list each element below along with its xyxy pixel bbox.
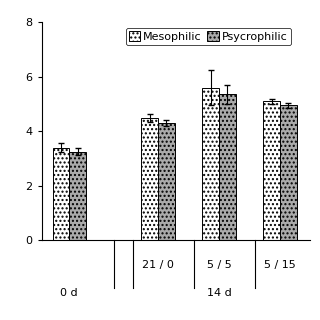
Bar <box>263 101 280 240</box>
Text: 14 d: 14 d <box>207 288 231 298</box>
Bar <box>202 88 219 240</box>
Text: 21 / 0: 21 / 0 <box>142 260 174 269</box>
Bar <box>53 148 69 240</box>
Bar <box>69 152 86 240</box>
Text: 5 / 5: 5 / 5 <box>207 260 231 269</box>
Bar <box>158 123 175 240</box>
Legend: Mesophilic, Psycrophilic: Mesophilic, Psycrophilic <box>125 28 291 45</box>
Bar <box>219 94 236 240</box>
Bar <box>280 105 297 240</box>
Text: 5 / 15: 5 / 15 <box>264 260 296 269</box>
Bar <box>141 117 158 240</box>
Text: 0 d: 0 d <box>60 288 78 298</box>
